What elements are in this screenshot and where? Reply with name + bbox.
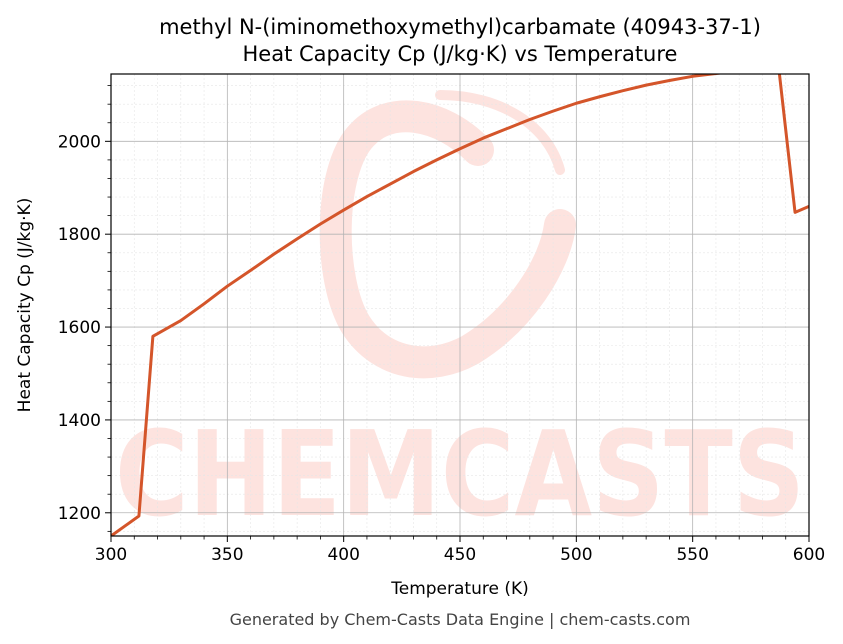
chart-title-line1: methyl N-(iminomethoxymethyl)carbamate (…: [159, 15, 761, 39]
y-axis-ticks: 1200 1400 1600 1800 2000: [58, 85, 111, 532]
x-tick-label: 500: [560, 545, 592, 565]
x-tick-label: 450: [444, 545, 476, 565]
x-axis-label: Temperature (K): [390, 579, 529, 599]
chart-title-line2: Heat Capacity Cp (J/kg·K) vs Temperature: [243, 42, 678, 66]
y-tick-label: 1800: [58, 225, 101, 245]
x-tick-label: 600: [793, 545, 825, 565]
footer-credit: Generated by Chem-Casts Data Engine | ch…: [230, 610, 691, 629]
y-axis-label: Heat Capacity Cp (J/kg·K): [15, 198, 35, 413]
y-tick-label: 1600: [58, 318, 101, 338]
y-tick-label: 2000: [58, 132, 101, 152]
x-tick-label: 350: [211, 545, 243, 565]
x-tick-label: 400: [327, 545, 359, 565]
y-tick-label: 1400: [58, 411, 101, 431]
x-axis-ticks: 300 350 400 450 500 550 600: [95, 536, 825, 565]
x-tick-label: 550: [676, 545, 708, 565]
x-tick-label: 300: [95, 545, 127, 565]
y-tick-label: 1200: [58, 504, 101, 524]
watermark-logo-c: [319, 90, 576, 379]
